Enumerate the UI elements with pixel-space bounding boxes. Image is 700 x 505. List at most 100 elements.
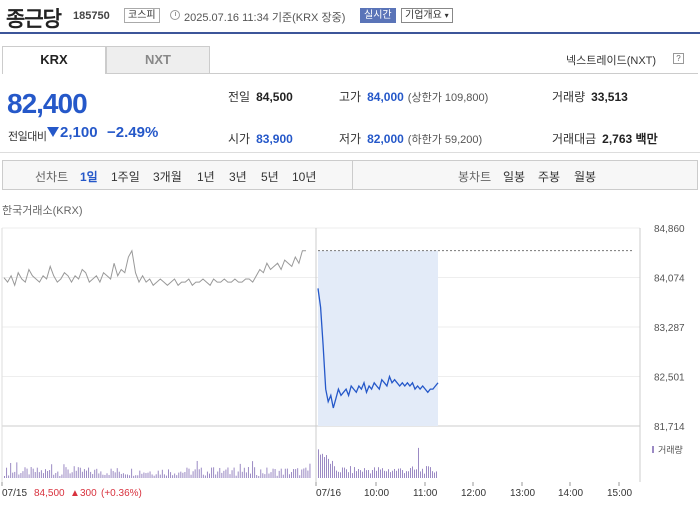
volume-bar (206, 471, 208, 478)
volume-bar (398, 468, 399, 478)
volume-bar (176, 475, 178, 478)
volume-bar (408, 471, 409, 478)
volume-bar (412, 466, 413, 478)
volume-bar (131, 468, 133, 478)
volume-bar (434, 472, 435, 478)
volume-bar (92, 474, 94, 478)
chart-lines (3, 249, 439, 409)
help-icon[interactable]: ? (673, 53, 684, 64)
volume-bar (418, 447, 419, 478)
volume-bar (165, 475, 167, 478)
volume-bar (416, 469, 417, 478)
volume-bar (215, 474, 217, 478)
volume-bar (219, 467, 221, 478)
prev-day-line (3, 249, 306, 287)
prev-close-value: 84,500 (34, 488, 65, 499)
volume-bar (424, 473, 425, 478)
today-area-fill (318, 250, 438, 426)
company-info-button[interactable]: 기업개요 ▾ (401, 8, 453, 23)
stat-value: 33,513 (591, 90, 628, 104)
prev-change-pct: (+0.36%) (101, 488, 142, 499)
volume-bar (293, 469, 295, 478)
x-tick-label: 13:00 (510, 488, 535, 499)
volume-bar (227, 467, 229, 478)
volume-bar (8, 475, 10, 478)
volume-bar (14, 471, 16, 478)
volume-bar (235, 475, 237, 478)
volume-bar (354, 467, 355, 478)
volume-bar (432, 471, 433, 478)
volume-bar (350, 466, 351, 478)
volume-bar (40, 470, 42, 478)
volume-bar (410, 468, 411, 478)
volume-bar (241, 471, 243, 478)
volume-bar (159, 474, 161, 478)
volume-bar (174, 473, 176, 478)
volume-bar (120, 473, 122, 478)
volume-bar (404, 473, 405, 478)
change-amount: 2,100 (60, 124, 98, 141)
stock-name: 종근당 (6, 8, 62, 31)
volume-bar (247, 467, 249, 478)
change-percent: −2.49% (107, 124, 159, 141)
volume-bar (260, 469, 262, 478)
volume-bar (376, 470, 377, 478)
volume-bar (213, 467, 215, 478)
volume-bar (75, 470, 77, 478)
volume-bar (400, 468, 401, 478)
volume-bar (436, 471, 437, 478)
volume-bar (233, 467, 235, 478)
volume-legend: 거래량 (658, 444, 683, 455)
change-label: 전일대비 (8, 131, 47, 143)
volume-bar (204, 475, 206, 478)
period-3m[interactable]: 3개월 (153, 170, 182, 184)
volume-bar (211, 467, 213, 478)
volume-bar (145, 473, 147, 478)
volume-bar (217, 471, 219, 478)
volume-bar (256, 475, 258, 478)
volume-bar (229, 474, 231, 478)
volume-bar (252, 461, 254, 478)
period-10y[interactable]: 10년 (292, 170, 317, 184)
period-1d[interactable]: 1일 (80, 170, 98, 184)
candle-monthly[interactable]: 월봉 (574, 170, 597, 184)
volume-bar (370, 473, 371, 478)
period-5y[interactable]: 5년 (261, 170, 279, 184)
volume-bar (88, 467, 90, 478)
volume-bar (20, 473, 22, 478)
x-axis: 07/15 07/16 10:00 11:00 12:00 13:00 14:00 15:00 (1, 482, 632, 499)
x-tick-label: 07/15 (2, 488, 27, 499)
stat-value: 84,500 (256, 90, 293, 104)
volume-bar (428, 466, 429, 478)
volume-bar (188, 468, 190, 478)
candle-daily[interactable]: 일봉 (503, 170, 526, 184)
volume-bar (38, 472, 40, 478)
volume-bar (83, 469, 85, 478)
y-tick-label: 81,714 (654, 422, 685, 433)
volume-bar (42, 473, 44, 478)
volume-bar (49, 470, 51, 478)
candle-weekly[interactable]: 주봉 (538, 170, 561, 184)
live-badge[interactable]: 실시간 (360, 8, 396, 23)
volume-bar (362, 471, 363, 478)
volume-bar (295, 469, 297, 478)
volume-bar (57, 471, 59, 478)
stat-value: 84,000 (367, 90, 404, 104)
volume-bar (53, 474, 55, 478)
period-1w[interactable]: 1주일 (111, 170, 140, 184)
today-line (317, 288, 439, 409)
tab-nxt[interactable]: NXT (106, 46, 210, 74)
volume-bar (301, 469, 303, 478)
nxt-trade-link[interactable]: 넥스트레이드(NXT) (566, 55, 657, 67)
period-bar: 선차트 1일 1주일 3개월 1년 3년 5년 10년 봉차트 일봉 주봉 월봉 (2, 160, 698, 190)
volume-bar (430, 467, 431, 478)
period-1y[interactable]: 1년 (197, 170, 215, 184)
volume-bar (406, 471, 407, 478)
volume-bar (366, 470, 367, 478)
x-tick-label: 07/16 (316, 488, 341, 499)
volume-bar (104, 474, 106, 478)
period-3y[interactable]: 3년 (229, 170, 247, 184)
volume-bar (190, 474, 192, 478)
tab-krx[interactable]: KRX (2, 46, 106, 74)
